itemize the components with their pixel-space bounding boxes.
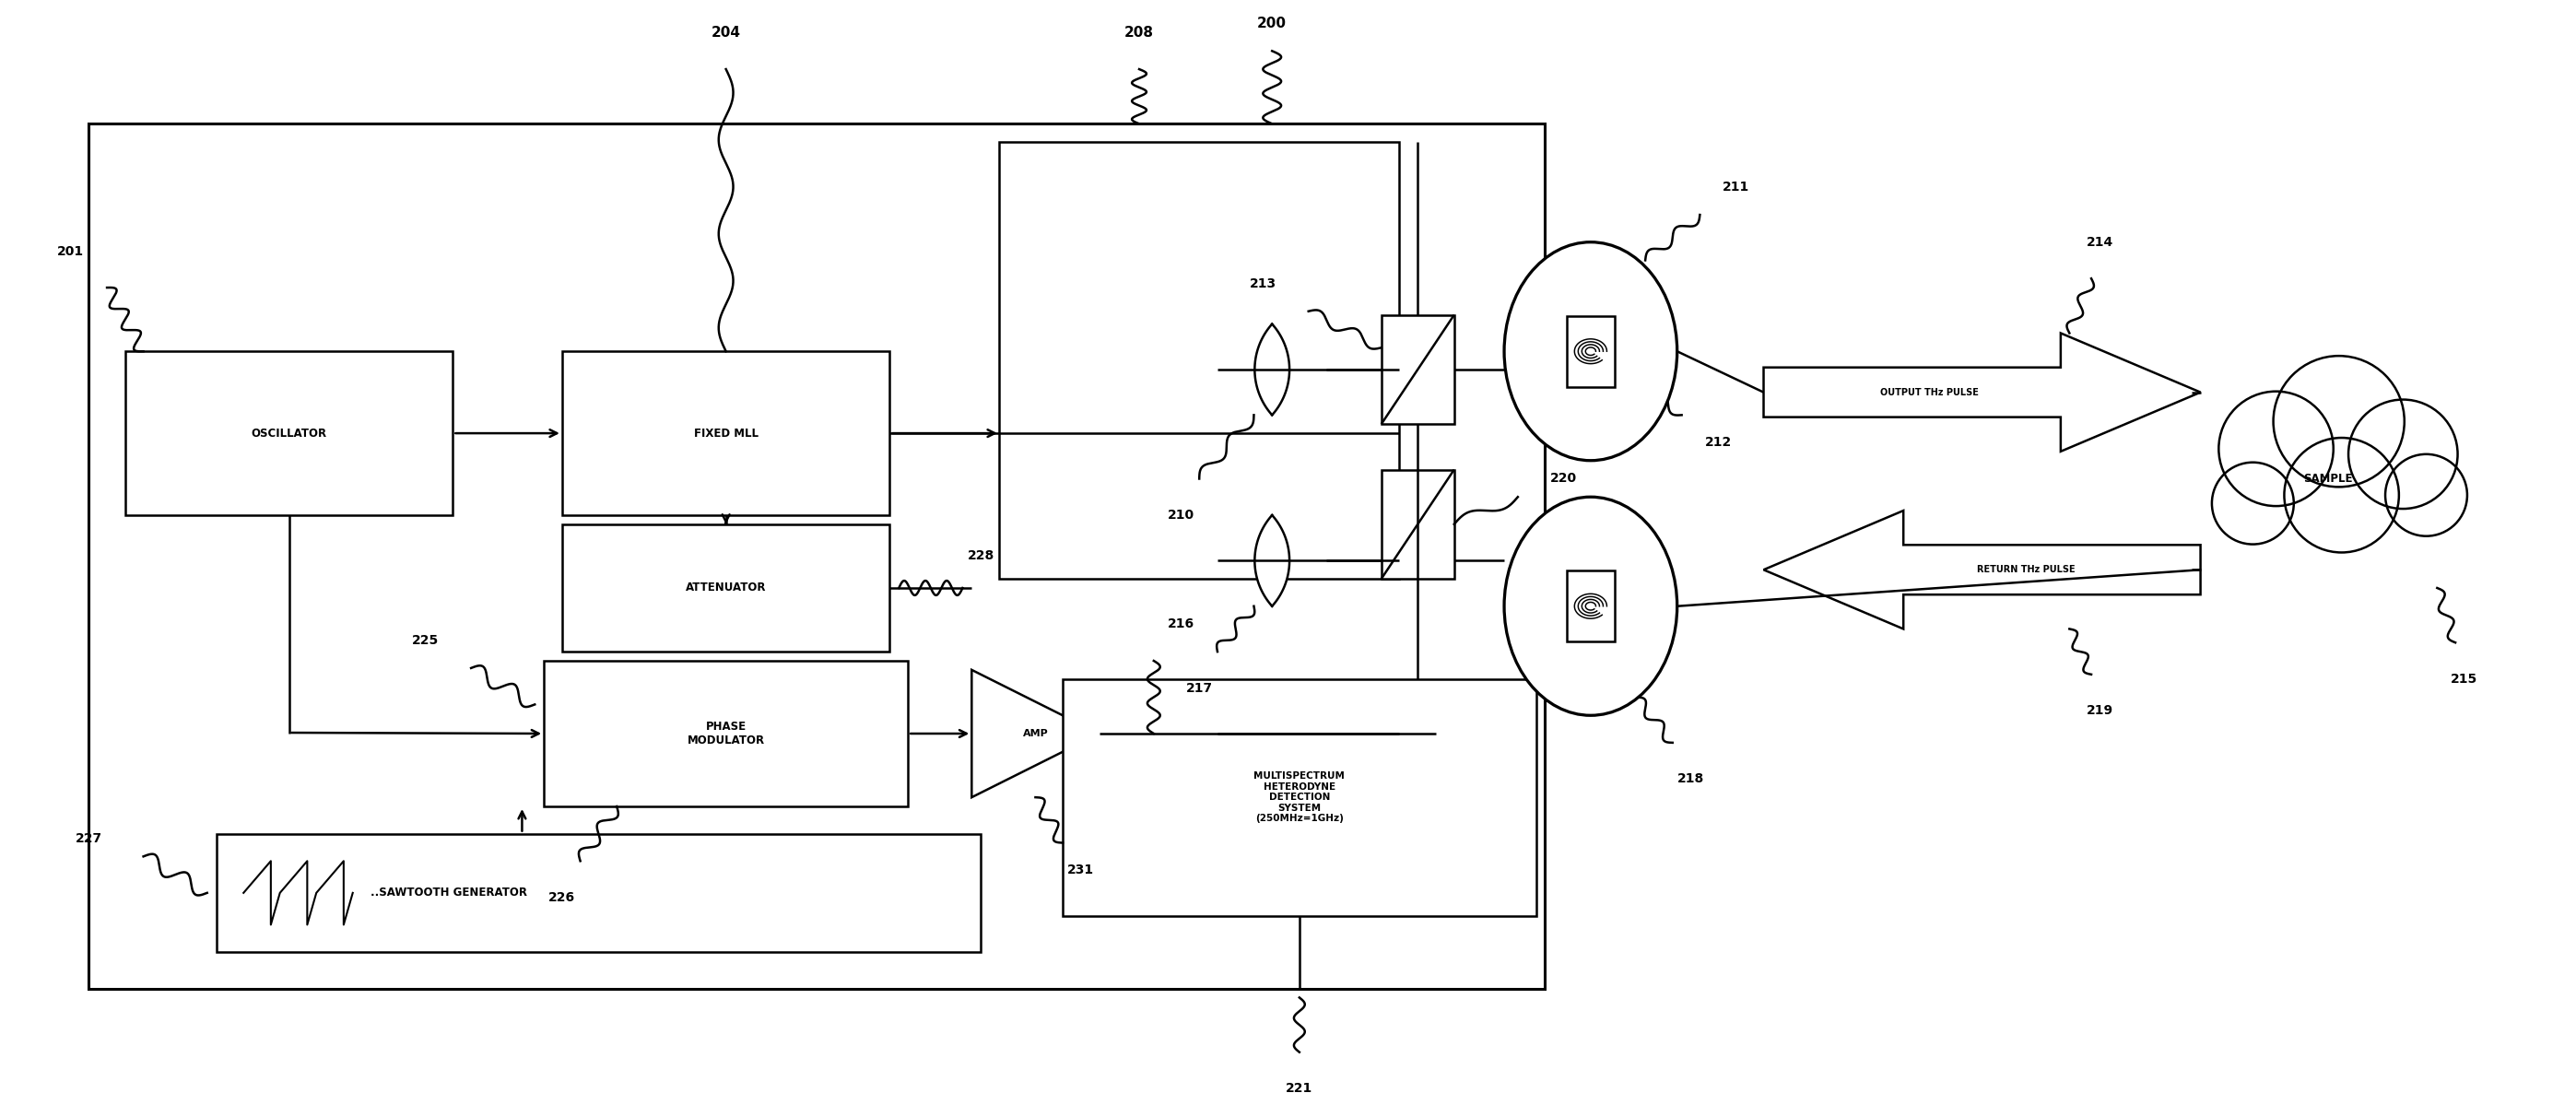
Bar — [1064, 679, 1535, 916]
Text: RETURN THz PULSE: RETURN THz PULSE — [1976, 565, 2074, 574]
Bar — [562, 351, 889, 515]
Polygon shape — [1255, 515, 1291, 607]
Text: OUTPUT THz PULSE: OUTPUT THz PULSE — [1880, 388, 1978, 397]
Circle shape — [2385, 455, 2468, 536]
Bar — [1566, 571, 1615, 642]
Text: MULTISPECTRUM
HETERODYNE
DETECTION
SYSTEM
(250MHz=1GHz): MULTISPECTRUM HETERODYNE DETECTION SYSTE… — [1255, 772, 1345, 823]
Ellipse shape — [1504, 243, 1677, 460]
Text: 226: 226 — [549, 891, 574, 904]
Text: 225: 225 — [412, 634, 438, 647]
Text: 220: 220 — [1551, 472, 1577, 485]
Bar — [88, 124, 1546, 988]
Text: PHASE
MODULATOR: PHASE MODULATOR — [688, 720, 765, 747]
Text: 219: 219 — [2087, 704, 2112, 717]
Bar — [1381, 315, 1453, 424]
Text: ATTENUATOR: ATTENUATOR — [685, 581, 765, 593]
Text: 218: 218 — [1677, 773, 1705, 786]
Circle shape — [2349, 400, 2458, 508]
Text: 215: 215 — [2450, 672, 2478, 685]
Polygon shape — [971, 670, 1100, 797]
Bar — [126, 351, 453, 515]
Polygon shape — [1765, 333, 2200, 451]
Ellipse shape — [1504, 497, 1677, 716]
Text: ..SAWTOOTH GENERATOR: ..SAWTOOTH GENERATOR — [371, 886, 528, 898]
Circle shape — [2218, 391, 2334, 506]
Polygon shape — [1255, 324, 1291, 415]
Text: 208: 208 — [1126, 26, 1154, 39]
Text: FIXED MLL: FIXED MLL — [693, 427, 757, 439]
Polygon shape — [1765, 510, 2200, 628]
Text: OSCILLATOR: OSCILLATOR — [252, 427, 327, 439]
Text: 200: 200 — [1257, 16, 1288, 31]
Bar — [544, 661, 907, 807]
Text: 227: 227 — [75, 832, 103, 845]
Text: 228: 228 — [969, 550, 994, 563]
Text: 214: 214 — [2087, 236, 2112, 248]
Text: 211: 211 — [1723, 181, 1749, 193]
Text: 231: 231 — [1066, 863, 1095, 877]
Text: SAMPLE: SAMPLE — [2303, 473, 2352, 484]
Bar — [216, 834, 981, 952]
Text: 213: 213 — [1249, 278, 1275, 291]
Text: 210: 210 — [1167, 508, 1195, 521]
Bar — [1381, 470, 1453, 579]
Bar — [1566, 316, 1615, 387]
Circle shape — [2285, 438, 2398, 552]
Bar — [999, 142, 1399, 579]
Text: 216: 216 — [1167, 618, 1195, 631]
Text: 212: 212 — [1705, 436, 1731, 449]
Text: 204: 204 — [711, 26, 742, 39]
Circle shape — [2272, 356, 2403, 487]
Text: AMP: AMP — [1023, 729, 1048, 738]
Circle shape — [2213, 462, 2293, 544]
Text: 221: 221 — [1285, 1082, 1314, 1093]
Text: 201: 201 — [57, 245, 85, 258]
Bar — [562, 525, 889, 651]
Text: 217: 217 — [1185, 682, 1213, 694]
